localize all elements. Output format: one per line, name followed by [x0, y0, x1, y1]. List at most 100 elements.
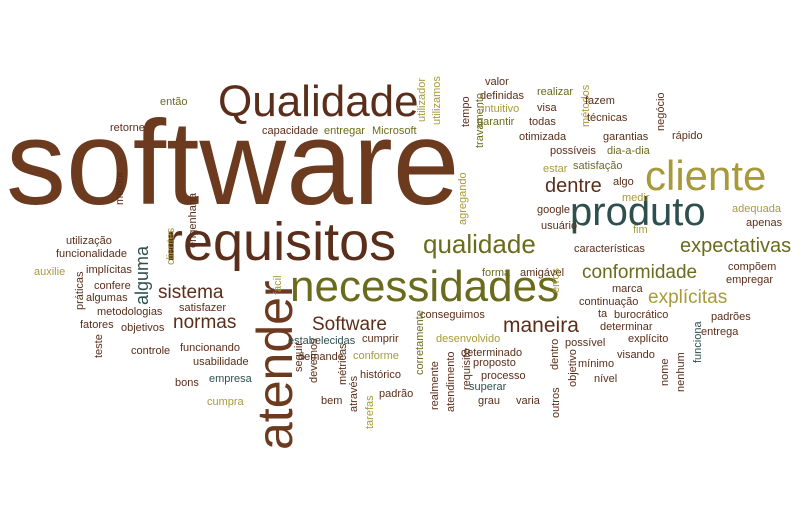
cloud-word: utilizamos — [431, 76, 443, 125]
cloud-word: possível — [565, 337, 606, 349]
cloud-word: processo — [481, 370, 526, 382]
cloud-word: objetivo — [567, 349, 579, 387]
cloud-word: realizar — [537, 86, 574, 98]
cloud-word: dentre — [545, 175, 602, 197]
cloud-word: técnicas — [587, 112, 628, 124]
cloud-word: forma — [482, 267, 511, 279]
cloud-word: funciona — [692, 321, 704, 363]
cloud-word: satisfação — [573, 160, 623, 172]
cloud-word: retorne — [110, 122, 145, 134]
cloud-word: intuitivo — [482, 103, 520, 115]
cloud-word: necessidades — [290, 262, 560, 311]
cloud-word: empregar — [726, 274, 774, 286]
cloud-word: conforme — [353, 350, 399, 362]
cloud-word: teste — [93, 334, 105, 358]
cloud-word: negócio — [655, 92, 667, 131]
cloud-word: expectativas — [680, 235, 792, 257]
cloud-word: fatores — [80, 319, 114, 331]
cloud-word: otimizada — [519, 131, 567, 143]
cloud-word: usabilidade — [193, 356, 249, 368]
cloud-word: tarefas — [364, 395, 376, 429]
cloud-word: entregar — [324, 125, 365, 137]
cloud-word: engenharia — [187, 192, 199, 248]
cloud-word: adequada — [732, 203, 781, 215]
cloud-word: marca — [612, 283, 643, 295]
cloud-word: utilizador — [416, 77, 428, 122]
cloud-word: valor — [485, 76, 509, 88]
cloud-word: ta — [598, 308, 608, 320]
cloud-word: garantias — [603, 131, 649, 143]
cloud-word: normas — [173, 312, 237, 333]
cloud-word: fácil — [272, 275, 284, 295]
cloud-word: cliente — [645, 152, 767, 199]
cloud-word: explícito — [628, 333, 669, 345]
cloud-word: visando — [617, 349, 655, 361]
cloud-word: burocrático — [614, 309, 669, 321]
cloud-word: nenhum — [675, 352, 687, 392]
cloud-word: varia — [516, 395, 540, 407]
cloud-word: agregando — [457, 172, 469, 225]
cloud-word: cumprir — [362, 333, 399, 345]
cloud-word: clientes — [165, 227, 177, 265]
cloud-word: medir — [622, 192, 650, 204]
cloud-word: explícitas — [648, 287, 728, 308]
cloud-word: qualidade — [423, 229, 536, 259]
cloud-word: rápido — [672, 130, 703, 142]
cloud-word: funcionando — [180, 342, 240, 354]
cloud-word: capacidade — [262, 125, 319, 137]
cloud-word: então — [160, 96, 188, 108]
cloud-word: superar — [469, 381, 507, 393]
cloud-word: mínimo — [578, 358, 615, 370]
cloud-word: empresa — [209, 373, 252, 385]
cloud-word: auxilie — [34, 266, 66, 278]
cloud-word: fazem — [585, 95, 615, 107]
cloud-word: estabelecidas — [288, 335, 356, 347]
cloud-word: histórico — [360, 369, 401, 381]
cloud-word: cumpra — [207, 396, 244, 408]
cloud-word: estar — [543, 163, 568, 175]
cloud-word: melhor — [114, 171, 126, 205]
cloud-word: outros — [550, 387, 562, 418]
cloud-word: através — [348, 375, 360, 412]
cloud-word: devemos — [308, 338, 320, 383]
cloud-word: Software — [312, 314, 387, 335]
cloud-word: padrão — [379, 388, 414, 400]
cloud-word: nome — [659, 358, 671, 386]
cloud-word: padrões — [711, 311, 751, 323]
cloud-word: implícitas — [86, 264, 132, 276]
cloud-word: software — [6, 96, 460, 230]
cloud-word: nível — [594, 373, 618, 385]
cloud-word: Qualidade — [218, 77, 419, 126]
cloud-word: dentro — [549, 338, 561, 370]
cloud-word: sistema — [158, 282, 224, 303]
cloud-word: proposto — [473, 357, 516, 369]
cloud-word: Microsoft — [372, 125, 417, 137]
cloud-word: desenvolvido — [436, 333, 501, 345]
cloud-word: controle — [131, 345, 171, 357]
cloud-word: tempo — [460, 96, 472, 127]
cloud-word: todas — [529, 116, 556, 128]
cloud-word: fim — [633, 224, 648, 236]
cloud-word: utilização — [66, 235, 112, 247]
cloud-word: requisitos — [165, 212, 397, 272]
cloud-word: amigável — [520, 267, 565, 279]
cloud-word: funcionalidade — [56, 248, 127, 260]
cloud-word: satisfazer — [179, 302, 227, 314]
cloud-word: produto — [570, 190, 706, 234]
cloud-word: demande — [298, 351, 344, 363]
cloud-word: definidas — [480, 90, 525, 102]
cloud-word: google — [537, 204, 571, 216]
cloud-word: características — [574, 243, 645, 255]
cloud-word: apenas — [746, 217, 783, 229]
cloud-word: garantir — [477, 116, 515, 128]
cloud-word: grau — [478, 395, 501, 407]
cloud-word: algo — [613, 176, 634, 188]
cloud-word: entrega — [701, 326, 739, 338]
cloud-word: metodologias — [97, 306, 163, 318]
cloud-word: conformidade — [582, 262, 698, 283]
cloud-word: travamento — [474, 92, 486, 148]
cloud-word: práticas — [74, 271, 86, 310]
cloud-word: erros — [550, 267, 562, 293]
cloud-word: bons — [175, 377, 199, 389]
